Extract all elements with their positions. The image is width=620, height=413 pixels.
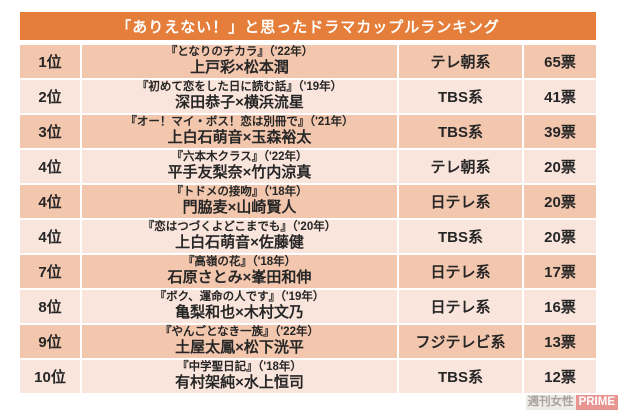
network-cell: TBS系 xyxy=(399,360,522,393)
ranking-table-body: 1位 『となりのチカラ』（'22年） 上戸彩×松本潤 テレ朝系 65票 2位 『… xyxy=(20,45,596,393)
couple-names: 有村架純×水上恒司 xyxy=(175,374,304,392)
couple-names: 門脇麦×山崎賢人 xyxy=(182,199,297,217)
couple-names: 亀梨和也×木村文乃 xyxy=(175,304,304,322)
rank-cell: 4位 xyxy=(20,150,80,183)
drama-title: 『初めて恋をした日に読む話』（'19年） xyxy=(136,80,343,93)
votes-cell: 41票 xyxy=(524,80,596,113)
votes-cell: 17票 xyxy=(524,255,596,288)
drama-title: 『中学聖日記』（'18年） xyxy=(177,360,302,373)
drama-title: 『トドメの接吻』（'18年） xyxy=(171,185,308,198)
table-row: 4位 『恋はつづくよどこまでも』（'20年） 上白石萌音×佐藤健 TBS系 20… xyxy=(20,220,596,253)
votes-cell: 65票 xyxy=(524,45,596,78)
network-cell: 日テレ系 xyxy=(399,290,522,323)
drama-title: 『恋はつづくよどこまでも』（'20年） xyxy=(142,220,337,233)
table-row: 4位 『トドメの接吻』（'18年） 門脇麦×山崎賢人 日テレ系 20票 xyxy=(20,185,596,218)
couple-names: 上戸彩×松本潤 xyxy=(190,59,289,77)
table-row: 10位 『中学聖日記』（'18年） 有村架純×水上恒司 TBS系 12票 xyxy=(20,360,596,393)
title-cell: 『となりのチカラ』（'22年） 上戸彩×松本潤 xyxy=(82,45,397,78)
network-cell: フジテレビ系 xyxy=(399,325,522,358)
watermark: 週刊女性 PRIME xyxy=(525,395,618,410)
title-cell: 『初めて恋をした日に読む話』（'19年） 深田恭子×横浜流星 xyxy=(82,80,397,113)
watermark-publisher: 週刊女性 xyxy=(525,395,576,410)
drama-title: 『高嶺の花』（'18年） xyxy=(182,255,297,268)
drama-title: 『ボク、運命の人です』（'19年） xyxy=(154,290,325,303)
votes-cell: 12票 xyxy=(524,360,596,393)
couple-names: 上白石萌音×佐藤健 xyxy=(175,234,304,252)
couple-names: 平手友梨奈×竹内涼真 xyxy=(167,164,312,182)
votes-cell: 20票 xyxy=(524,185,596,218)
table-row: 1位 『となりのチカラ』（'22年） 上戸彩×松本潤 テレ朝系 65票 xyxy=(20,45,596,78)
rank-cell: 2位 xyxy=(20,80,80,113)
network-cell: TBS系 xyxy=(399,80,522,113)
network-cell: 日テレ系 xyxy=(399,255,522,288)
ranking-table: 「ありえない！」と思ったドラマカップルランキング 1位 『となりのチカラ』（'2… xyxy=(20,12,596,393)
title-cell: 『六本木クラス』（'22年） 平手友梨奈×竹内涼真 xyxy=(82,150,397,183)
drama-title: 『となりのチカラ』（'22年） xyxy=(165,45,314,58)
table-row: 3位 『オー！マイ・ボス！恋は別冊で』（'21年） 上白石萌音×玉森裕太 TBS… xyxy=(20,115,596,148)
network-cell: テレ朝系 xyxy=(399,150,522,183)
couple-names: 石原さとみ×峯田和伸 xyxy=(167,269,312,287)
rank-cell: 3位 xyxy=(20,115,80,148)
votes-cell: 16票 xyxy=(524,290,596,323)
title-cell: 『トドメの接吻』（'18年） 門脇麦×山崎賢人 xyxy=(82,185,397,218)
rank-cell: 8位 xyxy=(20,290,80,323)
drama-title: 『オー！マイ・ボス！恋は別冊で』（'21年） xyxy=(125,115,354,128)
table-row: 8位 『ボク、運命の人です』（'19年） 亀梨和也×木村文乃 日テレ系 16票 xyxy=(20,290,596,323)
drama-title: 『六本木クラス』（'22年） xyxy=(171,150,308,163)
table-row: 9位 『やんごとなき一族』（'22年） 土屋太鳳×松下洸平 フジテレビ系 13票 xyxy=(20,325,596,358)
network-cell: 日テレ系 xyxy=(399,185,522,218)
rank-cell: 1位 xyxy=(20,45,80,78)
title-cell: 『やんごとなき一族』（'22年） 土屋太鳳×松下洸平 xyxy=(82,325,397,358)
drama-title: 『やんごとなき一族』（'22年） xyxy=(160,325,319,338)
rank-cell: 4位 xyxy=(20,220,80,253)
votes-cell: 20票 xyxy=(524,150,596,183)
title-cell: 『高嶺の花』（'18年） 石原さとみ×峯田和伸 xyxy=(82,255,397,288)
votes-cell: 20票 xyxy=(524,220,596,253)
network-cell: TBS系 xyxy=(399,220,522,253)
couple-names: 土屋太鳳×松下洸平 xyxy=(175,339,304,357)
table-row: 2位 『初めて恋をした日に読む話』（'19年） 深田恭子×横浜流星 TBS系 4… xyxy=(20,80,596,113)
votes-cell: 39票 xyxy=(524,115,596,148)
rank-cell: 4位 xyxy=(20,185,80,218)
watermark-brand: PRIME xyxy=(575,395,618,410)
table-row: 4位 『六本木クラス』（'22年） 平手友梨奈×竹内涼真 テレ朝系 20票 xyxy=(20,150,596,183)
rank-cell: 7位 xyxy=(20,255,80,288)
couple-names: 深田恭子×横浜流星 xyxy=(175,94,304,112)
title-cell: 『オー！マイ・ボス！恋は別冊で』（'21年） 上白石萌音×玉森裕太 xyxy=(82,115,397,148)
rank-cell: 10位 xyxy=(20,360,80,393)
title-cell: 『ボク、運命の人です』（'19年） 亀梨和也×木村文乃 xyxy=(82,290,397,323)
votes-cell: 13票 xyxy=(524,325,596,358)
network-cell: テレ朝系 xyxy=(399,45,522,78)
title-cell: 『恋はつづくよどこまでも』（'20年） 上白石萌音×佐藤健 xyxy=(82,220,397,253)
network-cell: TBS系 xyxy=(399,115,522,148)
couple-names: 上白石萌音×玉森裕太 xyxy=(167,129,312,147)
table-row: 7位 『高嶺の花』（'18年） 石原さとみ×峯田和伸 日テレ系 17票 xyxy=(20,255,596,288)
title-cell: 『中学聖日記』（'18年） 有村架純×水上恒司 xyxy=(82,360,397,393)
rank-cell: 9位 xyxy=(20,325,80,358)
table-title: 「ありえない！」と思ったドラマカップルランキング xyxy=(20,12,596,40)
